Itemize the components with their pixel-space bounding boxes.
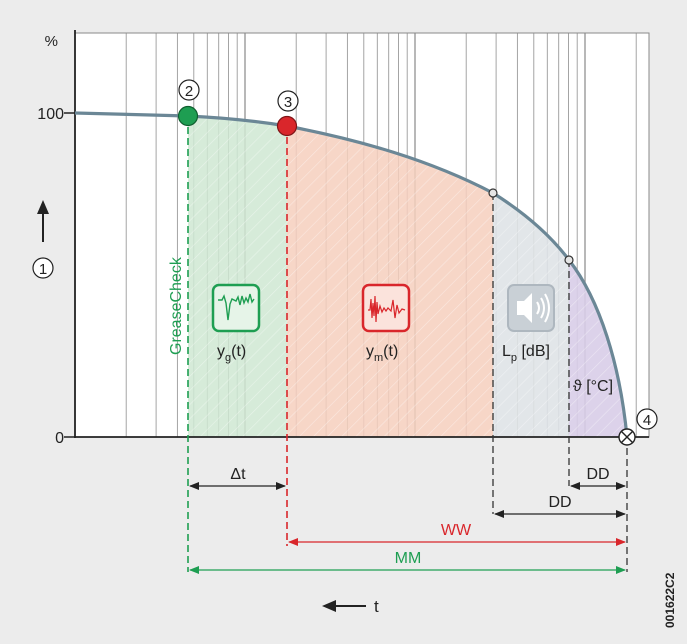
temperature-label: ϑ [°C] — [573, 378, 613, 395]
delta-t-label: Δt — [230, 466, 246, 483]
svg-text:1: 1 — [39, 261, 47, 278]
delta-t-dimension — [189, 482, 286, 490]
doc-code: 001622C2 — [663, 572, 677, 628]
vibration-signal-red-icon — [361, 283, 411, 333]
dd-large-label: DD — [548, 494, 571, 511]
failure-point — [618, 428, 636, 446]
lp-label: Lp [dB] — [502, 343, 550, 364]
greasecheck-point — [177, 105, 199, 127]
marker-2: 2 — [178, 79, 200, 101]
y-unit-label: % — [45, 33, 58, 50]
greasecheck-label: GreaseCheck — [168, 256, 185, 355]
t-direction-arrow — [322, 600, 366, 612]
y-tick-0: 0 — [55, 430, 64, 447]
dd-small-label: DD — [586, 466, 609, 483]
vibration-signal-green-icon — [211, 283, 261, 333]
y-direction-arrow — [37, 200, 49, 242]
y-tick-100: 100 — [37, 106, 64, 123]
speaker-icon — [507, 284, 555, 332]
yg-label: yg(t) — [217, 343, 246, 364]
marker-3: 3 — [277, 90, 299, 112]
ym-label: ym(t) — [366, 343, 398, 364]
mm-dimension — [189, 566, 626, 574]
t-axis-label: t — [374, 597, 379, 616]
temperature-point — [564, 255, 574, 265]
svg-text:3: 3 — [284, 94, 292, 111]
ww-dimension — [288, 538, 626, 546]
acoustic-point — [488, 188, 498, 198]
marker-1: 1 — [32, 257, 54, 279]
dd-small-dimension — [570, 482, 626, 490]
dd-large-dimension — [494, 510, 626, 518]
vibration-point — [276, 115, 298, 137]
svg-text:4: 4 — [643, 412, 651, 429]
ww-label: WW — [441, 522, 472, 539]
mm-label: MM — [395, 550, 422, 567]
svg-text:2: 2 — [185, 83, 193, 100]
marker-4: 4 — [636, 408, 658, 430]
